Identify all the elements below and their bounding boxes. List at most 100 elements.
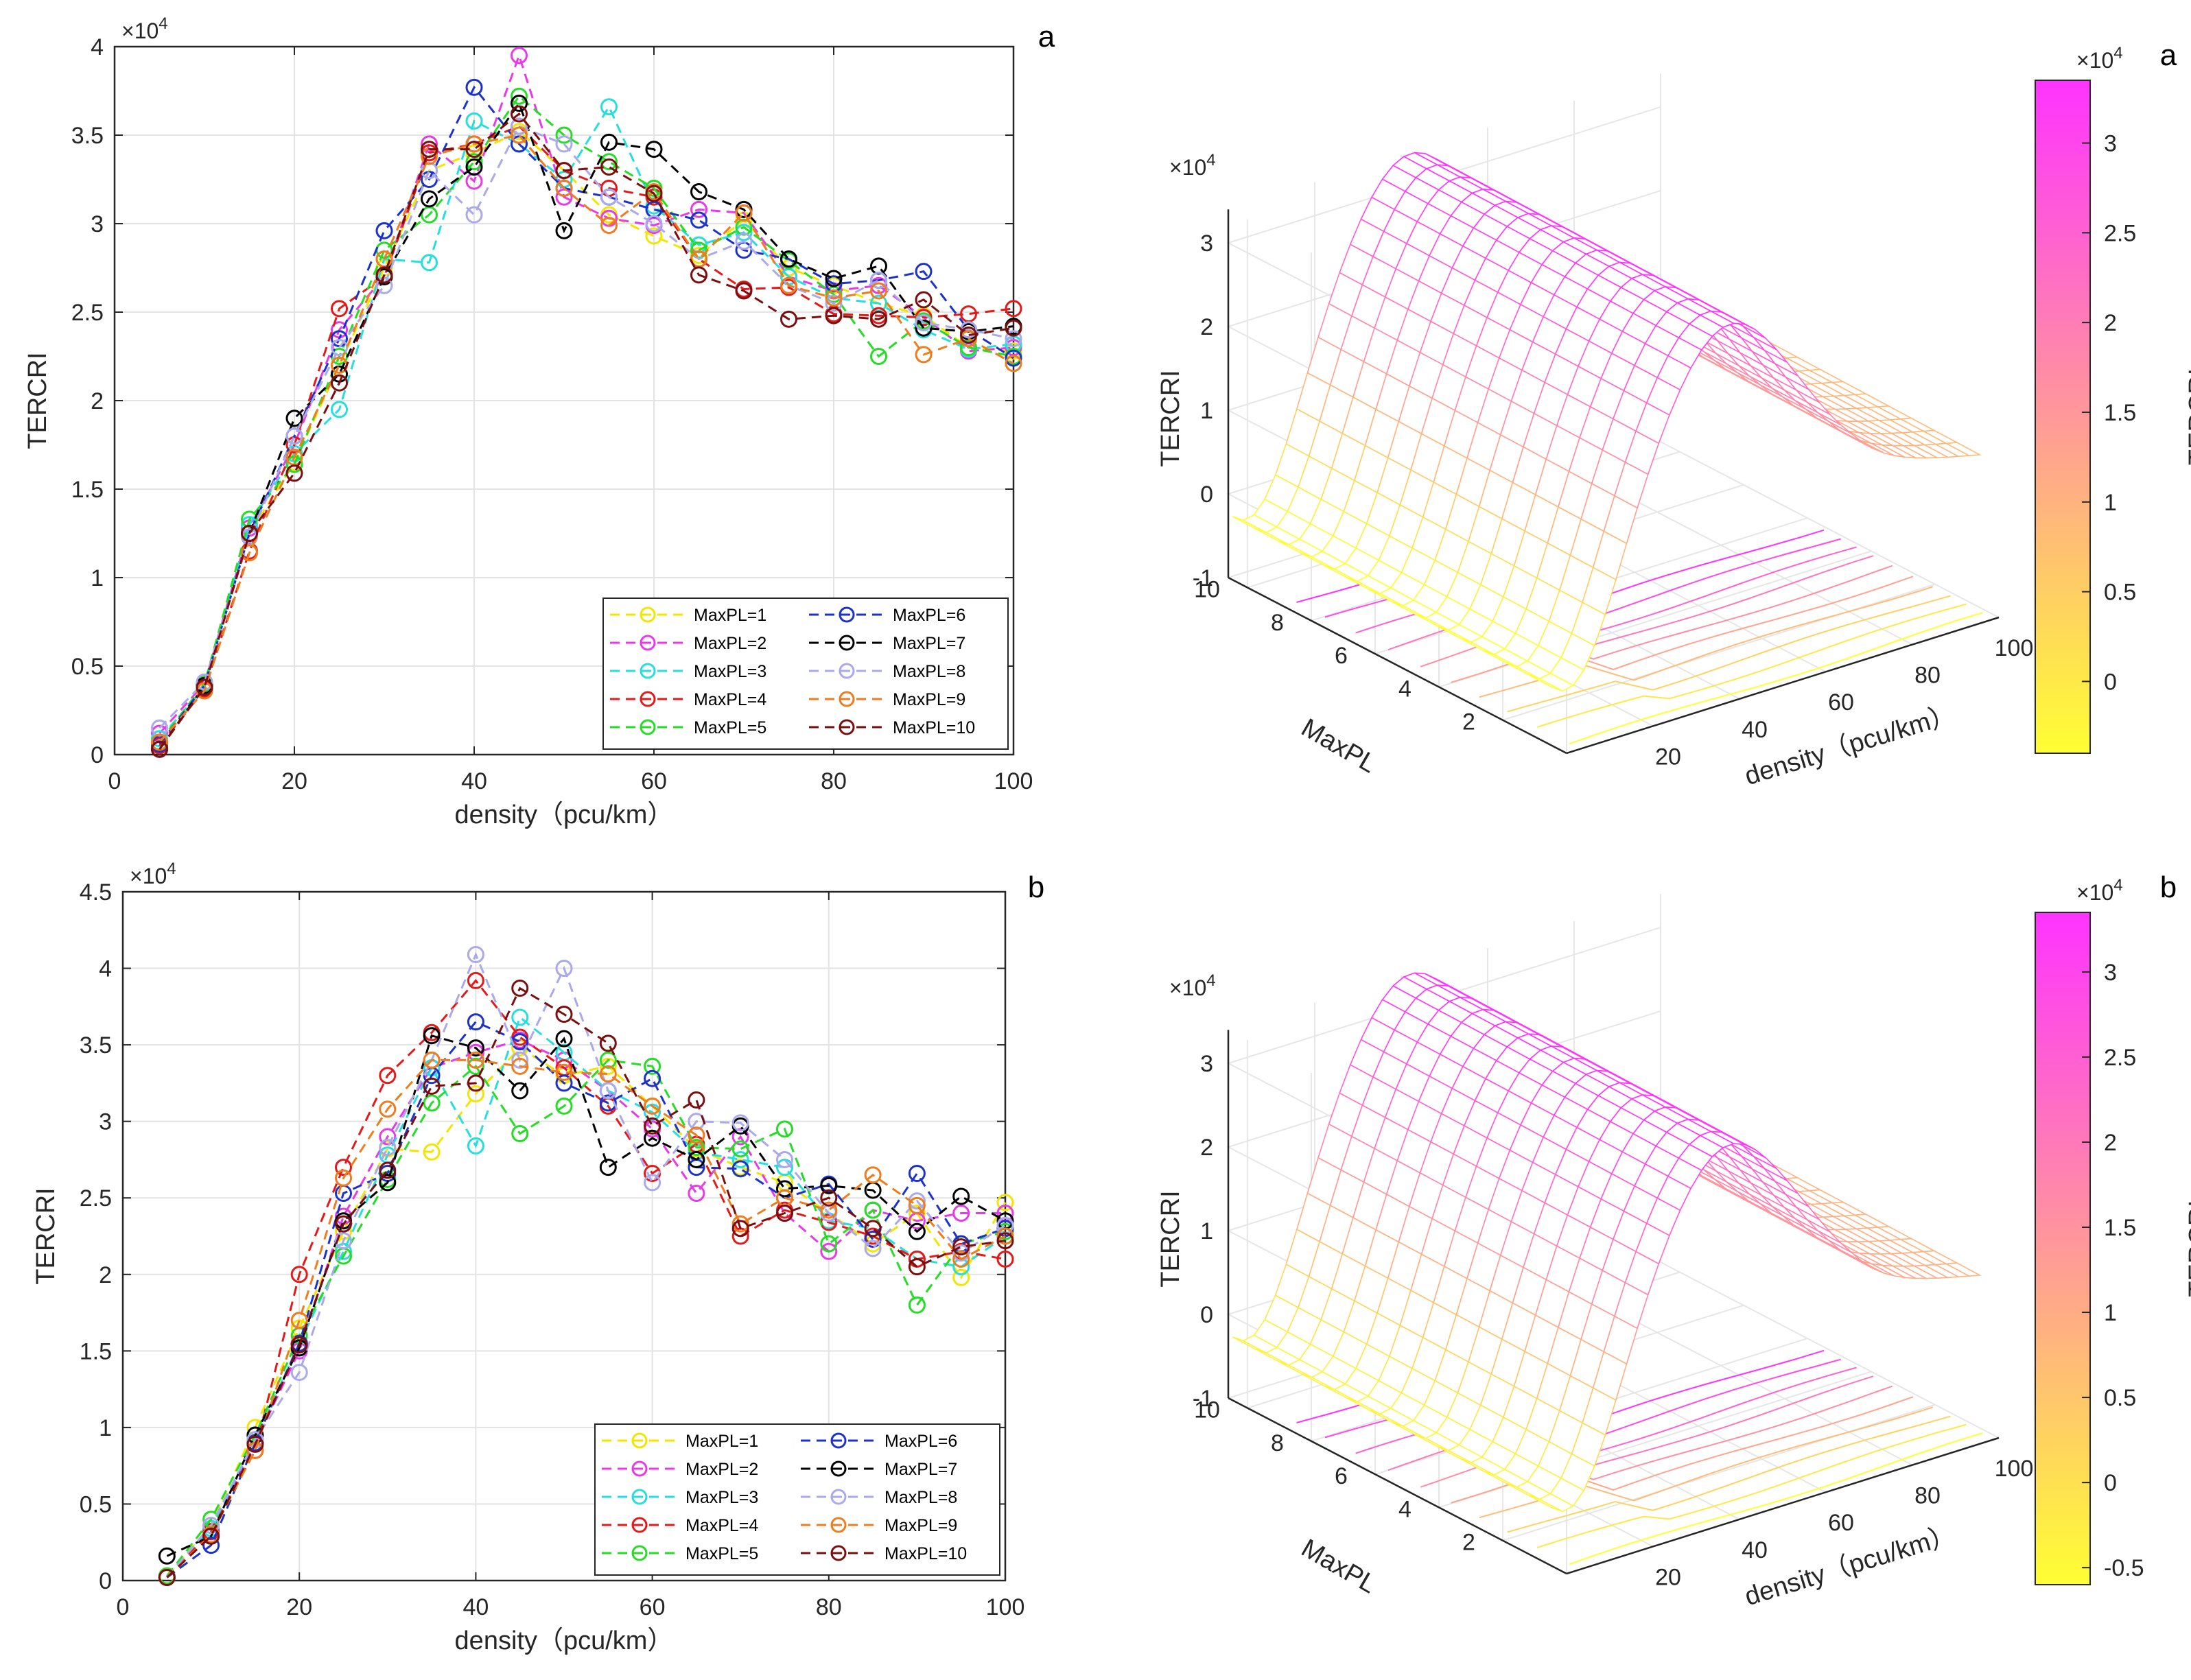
- legend-item: MaxPL=4: [602, 1516, 758, 1535]
- maxpl-tick-label: 10: [1194, 576, 1220, 602]
- legend-item: MaxPL=3: [610, 662, 766, 681]
- legend-item: MaxPL=7: [801, 1460, 957, 1479]
- z-axis-multiplier: ×104: [1169, 971, 1216, 1000]
- floor-contour: [1569, 1432, 1983, 1565]
- data-point: [379, 1067, 397, 1085]
- data-point: [690, 266, 707, 284]
- legend-item: MaxPL=9: [801, 1516, 957, 1535]
- legend-marker: [830, 1545, 847, 1561]
- data-point: [290, 1364, 308, 1382]
- data-point: [825, 294, 843, 312]
- legend: MaxPL=1 MaxPL=2 MaxPL=3 MaxPL=4 MaxPL=5 MaxPL…: [594, 1423, 1000, 1576]
- panel-label: b: [1028, 871, 1044, 904]
- surface-mesh: [1232, 972, 1982, 1513]
- data-point: [555, 1063, 573, 1081]
- floor-gridline: [1660, 1262, 2000, 1439]
- legend-marker: [631, 1517, 648, 1533]
- data-point: [776, 1180, 793, 1198]
- legend-item: MaxPL=5: [602, 1544, 758, 1563]
- y-tick-label: 4.5: [80, 879, 112, 906]
- y-tick-label: 2: [99, 1262, 112, 1288]
- data-point: [915, 319, 933, 337]
- data-point: [644, 1097, 661, 1115]
- colorbar: [2035, 912, 2091, 1585]
- x-tick-label: 20: [286, 1594, 312, 1620]
- data-point: [1005, 349, 1022, 367]
- y-tick-label: 1: [99, 1415, 112, 1441]
- plot-area-frame: [113, 45, 1015, 756]
- data-point: [825, 270, 843, 287]
- data-point: [423, 1077, 441, 1095]
- colorbar-tick-label: 2.5: [2104, 1045, 2136, 1071]
- colorbar-label: TERCRI: [2184, 1200, 2191, 1297]
- data-point: [908, 1296, 926, 1314]
- data-point: [421, 190, 438, 208]
- data-point: [1005, 355, 1022, 372]
- legend-label: MaxPL=6: [884, 1432, 957, 1451]
- data-point: [511, 1082, 529, 1100]
- floor-contour: [1507, 595, 1951, 713]
- legend-item: MaxPL=10: [809, 718, 975, 737]
- density-tick-label: 40: [1742, 1537, 1768, 1563]
- maxpl-axis-label: MaxPL: [1296, 1534, 1381, 1600]
- data-point: [151, 740, 168, 758]
- data-point: [335, 1215, 352, 1233]
- data-point: [335, 1232, 352, 1250]
- data-point: [870, 348, 887, 365]
- x-tick-label: 80: [821, 768, 847, 794]
- y-tick-label: 3.5: [80, 1032, 112, 1058]
- floor-gridline: [1660, 441, 2000, 618]
- legend-marker: [839, 606, 855, 623]
- colorbar-tick-label: 3: [2104, 960, 2117, 986]
- legend-box: [602, 598, 1009, 750]
- data-point: [870, 310, 887, 328]
- legend-label: MaxPL=10: [884, 1544, 967, 1563]
- legend-label: MaxPL=7: [893, 634, 965, 653]
- legend-marker: [631, 1489, 648, 1505]
- data-point: [731, 1220, 749, 1238]
- data-point: [375, 241, 393, 259]
- data-point: [600, 158, 618, 176]
- floor-contour: [1507, 1415, 1951, 1533]
- legend-label: MaxPL=1: [686, 1432, 758, 1451]
- maxpl-tick-label: 10: [1194, 1397, 1220, 1423]
- legend-label: MaxPL=6: [893, 606, 965, 625]
- data-point: [555, 179, 573, 197]
- colorbar-multiplier: ×104: [2076, 876, 2123, 905]
- data-point: [600, 133, 618, 151]
- data-point: [423, 1051, 441, 1069]
- y-tick-label: 3: [99, 1109, 112, 1135]
- z-tick-label: 0: [1200, 1302, 1213, 1328]
- legend-item: MaxPL=6: [809, 606, 965, 625]
- data-point: [511, 1057, 529, 1075]
- data-point: [952, 1250, 970, 1268]
- density-tick-label: 100: [1995, 1456, 2034, 1482]
- floor-contour: [1536, 1423, 1967, 1548]
- z-axis-label: TERCRI: [1156, 1190, 1185, 1287]
- data-point: [864, 1220, 882, 1238]
- data-point: [690, 200, 707, 218]
- density-tick-label: 100: [1995, 635, 2034, 661]
- data-point: [202, 1537, 220, 1554]
- data-point: [870, 257, 887, 275]
- data-point: [644, 1117, 661, 1135]
- data-point: [1005, 300, 1022, 318]
- y-tick-label: 2.5: [71, 300, 104, 326]
- legend-label: MaxPL=5: [686, 1544, 758, 1563]
- series-maxpl-10: [151, 105, 1022, 758]
- y-tick-label: 4: [91, 34, 104, 60]
- data-point: [290, 1266, 308, 1283]
- data-point: [465, 153, 483, 171]
- data-point: [864, 1166, 882, 1184]
- line-chart-a: 0 20 40 60 80 100 0 0.5 1 1.5 2 2.5 3 3.5 4 ×104 density…: [23, 14, 1055, 829]
- colorbar-label: TERCRI: [2184, 368, 2191, 465]
- legend-marker: [839, 691, 855, 707]
- legend-item: MaxPL=8: [801, 1488, 957, 1507]
- maxpl-axis-line: [1228, 576, 1567, 755]
- density-axis-line: [1566, 616, 2000, 755]
- data-point: [555, 1005, 573, 1023]
- legend-marker: [631, 1545, 648, 1561]
- floor-contour: [1536, 603, 1967, 728]
- data-point: [688, 1126, 705, 1144]
